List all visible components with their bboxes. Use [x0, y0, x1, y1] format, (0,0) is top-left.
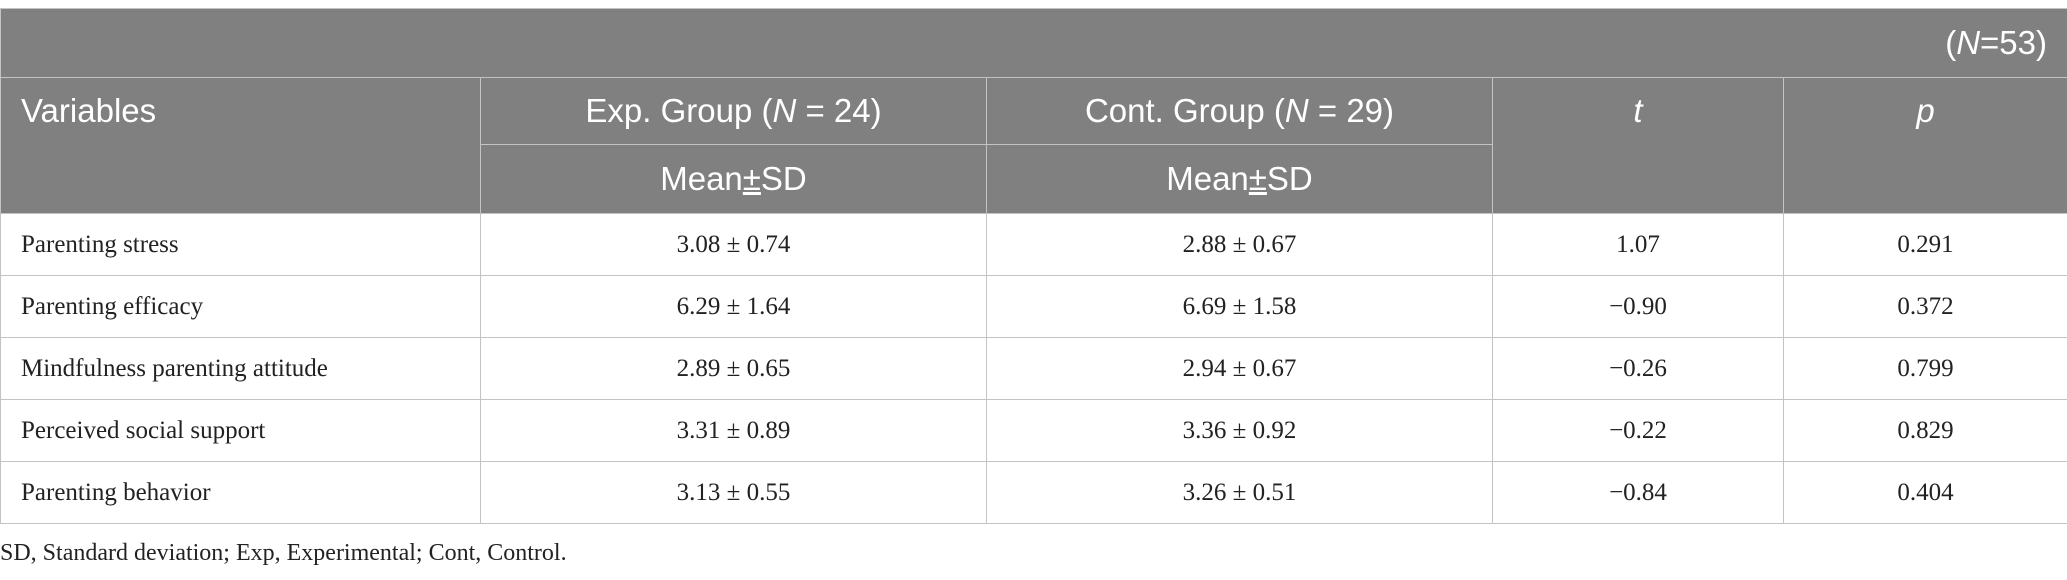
exp-value-cell: 3.08 ± 0.74: [480, 213, 987, 276]
t-header: t: [1492, 77, 1784, 214]
table-row: Parenting efficacy 6.29 ± 1.64 6.69 ± 1.…: [0, 275, 2067, 338]
p-value-cell: 0.291: [1783, 213, 2067, 276]
subheader-row: Mean±SD Mean±SD: [1, 144, 2067, 214]
p-value-cell: 0.372: [1783, 275, 2067, 338]
exp-value-cell: 6.29 ± 1.64: [480, 275, 987, 338]
p-value-cell: 0.404: [1783, 461, 2067, 524]
cont-value-cell: 2.88 ± 0.67: [986, 213, 1493, 276]
cont-value-cell: 6.69 ± 1.58: [986, 275, 1493, 338]
sample-size-label: (N=53): [0, 8, 2067, 78]
p-value-cell: 0.829: [1783, 399, 2067, 462]
variable-cell: Parenting stress: [0, 213, 481, 276]
cont-value-cell: 3.26 ± 0.51: [986, 461, 1493, 524]
cont-mean-sd-header: Mean±SD: [986, 144, 1493, 214]
t-value-cell: −0.22: [1492, 399, 1784, 462]
table-row: Mindfulness parenting attitude 2.89 ± 0.…: [0, 337, 2067, 400]
variables-header: Variables: [0, 77, 481, 214]
cont-value-cell: 2.94 ± 0.67: [986, 337, 1493, 400]
exp-value-cell: 3.13 ± 0.55: [480, 461, 987, 524]
table-footnote: SD, Standard deviation; Exp, Experimenta…: [0, 540, 567, 566]
cont-group-header: Cont. Group (N = 29): [986, 77, 1493, 145]
variable-cell: Parenting behavior: [0, 461, 481, 524]
t-value-cell: −0.90: [1492, 275, 1784, 338]
p-header: p: [1783, 77, 2067, 214]
variable-cell: Parenting efficacy: [0, 275, 481, 338]
t-value-cell: 1.07: [1492, 213, 1784, 276]
comparison-table: (N=53) Variables Exp. Group (N = 24) Con…: [0, 8, 2067, 524]
t-value-cell: −0.84: [1492, 461, 1784, 524]
exp-value-cell: 3.31 ± 0.89: [480, 399, 987, 462]
sample-size-row: (N=53): [0, 8, 2067, 78]
header-row: Variables Exp. Group (N = 24) Cont. Grou…: [0, 77, 2067, 214]
variable-cell: Perceived social support: [0, 399, 481, 462]
table-row: Parenting stress 3.08 ± 0.74 2.88 ± 0.67…: [0, 213, 2067, 276]
table-row: Parenting behavior 3.13 ± 0.55 3.26 ± 0.…: [0, 461, 2067, 524]
stats-table-container: (N=53) Variables Exp. Group (N = 24) Con…: [0, 8, 2067, 524]
cont-value-cell: 3.36 ± 0.92: [986, 399, 1493, 462]
variable-cell: Mindfulness parenting attitude: [0, 337, 481, 400]
t-value-cell: −0.26: [1492, 337, 1784, 400]
p-value-cell: 0.799: [1783, 337, 2067, 400]
table-row: Perceived social support 3.31 ± 0.89 3.3…: [0, 399, 2067, 462]
exp-mean-sd-header: Mean±SD: [480, 144, 987, 214]
exp-value-cell: 2.89 ± 0.65: [480, 337, 987, 400]
exp-group-header: Exp. Group (N = 24): [480, 77, 987, 145]
